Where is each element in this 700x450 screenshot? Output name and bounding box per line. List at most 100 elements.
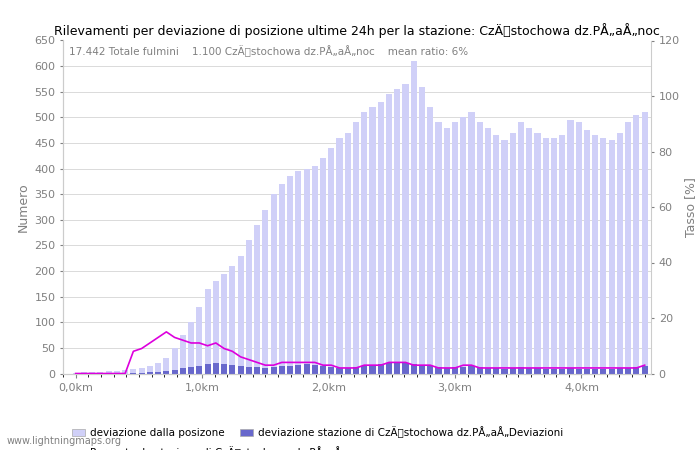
Bar [601,369,606,374]
Bar [287,366,293,374]
Bar [221,274,227,373]
Bar [526,368,532,374]
Bar [625,122,631,374]
Bar [435,367,442,374]
Bar [230,365,235,374]
Bar [130,369,136,374]
Bar [568,369,573,373]
Y-axis label: Tasso [%]: Tasso [%] [684,177,697,237]
Bar [188,322,194,374]
Bar [163,371,169,373]
Bar [402,84,409,374]
Bar [172,348,178,374]
Bar [270,367,276,374]
Bar [279,184,285,374]
Bar [634,115,640,374]
Bar [106,371,112,374]
Bar [394,89,400,374]
Bar [559,135,566,373]
Bar [542,369,549,374]
Bar [386,94,392,374]
Bar [584,130,590,373]
Bar [188,367,194,374]
Bar [494,369,499,373]
Bar [155,363,161,374]
Bar [180,369,186,373]
Bar [378,364,384,373]
Bar [204,289,211,374]
Bar [337,138,342,374]
Text: 17.442 Totale fulmini    1.100 CzÄstochowa dz.PÅ„aÅ„noc    mean ratio: 6%: 17.442 Totale fulmini 1.100 CzÄstochowa… [69,45,468,57]
Bar [526,128,532,374]
Bar [601,138,606,374]
Bar [270,194,276,374]
Bar [328,148,335,374]
Bar [180,335,186,374]
Bar [246,240,252,374]
Bar [592,369,598,374]
Bar [617,133,623,374]
Bar [279,366,285,373]
Bar [575,369,582,374]
Bar [337,368,342,374]
Bar [320,158,326,374]
Bar [196,366,202,374]
Bar [551,369,557,374]
Bar [287,176,293,374]
Bar [196,307,202,374]
Bar [518,122,524,374]
Bar [246,367,252,374]
Bar [155,372,161,374]
Bar [642,112,648,374]
Bar [344,369,351,373]
Bar [254,367,260,374]
Bar [477,122,483,374]
Bar [353,367,359,374]
Bar [353,122,359,374]
Bar [642,366,648,373]
Legend: Percentuale stazione di CzÄstochowa dz.PÅ„aÅ„noc: Percentuale stazione di CzÄstochowa dz.… [68,443,369,450]
Bar [551,138,557,374]
Bar [204,364,211,373]
Bar [237,366,244,373]
Bar [534,133,540,374]
Bar [262,210,268,374]
Bar [304,364,309,373]
Bar [361,112,368,374]
Bar [534,369,540,373]
Bar [485,128,491,374]
Bar [386,363,392,374]
Bar [584,369,590,374]
Bar [444,128,450,374]
Bar [361,366,368,373]
Bar [163,358,169,374]
Bar [262,368,268,374]
Bar [394,362,400,373]
Bar [452,122,458,374]
Bar [237,256,244,374]
Bar [304,169,309,374]
Bar [378,102,384,374]
Bar [122,370,128,373]
Bar [221,364,227,373]
Bar [139,369,145,373]
Bar [435,122,442,374]
Y-axis label: Numero: Numero [17,182,30,232]
Bar [344,133,351,374]
Bar [608,369,615,374]
Bar [559,369,566,374]
Bar [427,107,433,374]
Bar [542,138,549,374]
Bar [114,371,120,373]
Bar [419,365,425,374]
Bar [295,171,302,374]
Bar [575,122,582,374]
Bar [402,363,409,374]
Bar [411,364,416,373]
Bar [501,369,508,374]
Bar [370,365,376,374]
Bar [460,367,466,374]
Bar [518,367,524,374]
Bar [510,369,516,373]
Bar [230,266,235,374]
